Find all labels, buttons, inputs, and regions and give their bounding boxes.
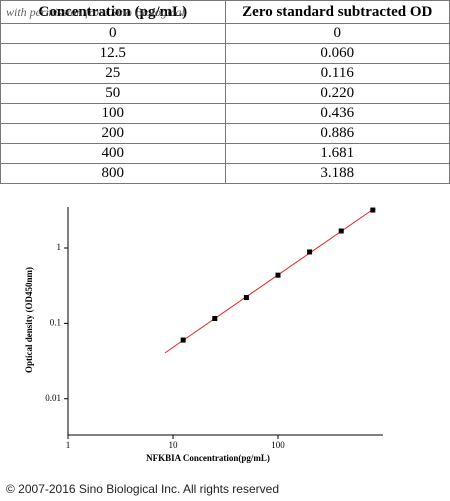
marker [212, 316, 218, 322]
table-row: 25 0.116 [0, 63, 450, 84]
x-tick-label: 100 [271, 440, 285, 450]
marker [370, 207, 376, 213]
y-tick-label: 0.1 [50, 317, 61, 327]
table-cell: 0.886 [224, 123, 450, 144]
table-row: 200 0.886 [0, 123, 450, 144]
table-cell: 0.436 [224, 103, 450, 124]
table-cell: 3.188 [224, 163, 450, 184]
marker [180, 337, 186, 343]
chart: NFKBIA Concentration(pg/mL) Optical dens… [24, 207, 383, 463]
marker [243, 295, 249, 301]
table-row: 50 0.220 [0, 83, 450, 104]
table-cell: 0 [224, 23, 450, 44]
y-axis-label: Optical density (OD450nm) [24, 267, 34, 373]
table-cell: 12.5 [0, 43, 226, 64]
x-tick-label: 1 [66, 440, 71, 450]
table-row: 800 3.188 [0, 163, 450, 184]
fit-line [164, 209, 374, 354]
table-cell: 200 [0, 123, 226, 144]
footer: © 2007-2016 Sino Biological Inc. All rig… [6, 482, 279, 496]
table-cell: 1.681 [224, 143, 450, 164]
table-cell: 0.220 [224, 83, 450, 104]
table-cell: 50 [0, 83, 226, 104]
header-cell: Zero standard subtracted OD [224, 0, 450, 24]
table-cell: 0.116 [224, 63, 450, 84]
table-cell: 0 [0, 23, 226, 44]
marker [338, 228, 344, 234]
marker [275, 272, 281, 278]
table-cell: 0.060 [224, 43, 450, 64]
table-cell: 400 [0, 143, 226, 164]
y-tick-label: 1 [57, 242, 62, 252]
table-row: 12.5 0.060 [0, 43, 450, 64]
y-tick-label: 0.01 [45, 393, 61, 403]
header-row: Concentration (pg/mL) Zero standard subt… [0, 0, 450, 24]
table-row: 100 0.436 [0, 103, 450, 124]
x-axis-label: NFKBIA Concentration(pg/mL) [146, 453, 270, 463]
table-cell: 25 [0, 63, 226, 84]
x-tick-label: 10 [169, 440, 179, 450]
watermark: with permission from Sino Biological [6, 5, 185, 19]
data-table: Concentration (pg/mL) Zero standard subt… [0, 0, 450, 184]
marker [307, 249, 313, 255]
header-cell: Concentration (pg/mL) [0, 0, 226, 24]
table-cell: 800 [0, 163, 226, 184]
table-cell: 100 [0, 103, 226, 124]
table-row: 400 1.681 [0, 143, 450, 164]
